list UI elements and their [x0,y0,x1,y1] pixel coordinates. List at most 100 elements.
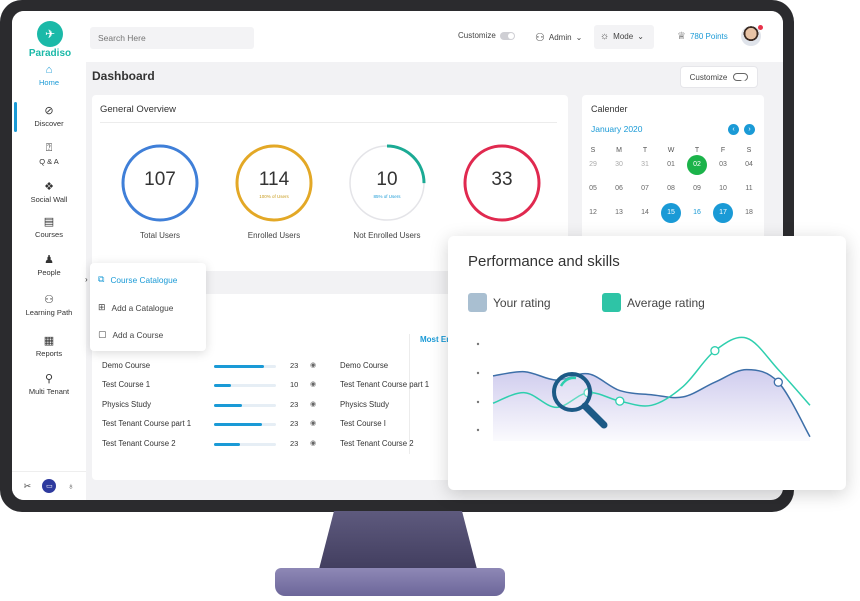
toggle-icon [733,73,749,81]
submenu-item-course-catalogue[interactable]: ⧉ Course Catalogue [98,274,177,285]
calendar-day[interactable]: 06 [615,185,623,192]
most-enrolled-course-name[interactable]: Test Tenant Course 2 [340,439,414,448]
calendar-day[interactable]: 07 [641,185,649,192]
courses-icon: ▤ [43,216,55,228]
chevron-right-icon: › [85,275,88,284]
calendar-day[interactable]: 10 [719,185,727,192]
calendar-day[interactable]: 17 [713,203,733,223]
course-count: 23 [290,400,299,409]
submenu-item-label: Add a Catalogue [111,302,174,313]
most-enrolled-course-name[interactable]: Demo Course [340,361,389,370]
calendar-day[interactable]: 29 [589,161,597,168]
toggle-switch-icon[interactable] [499,31,515,40]
sidebar-item-courses[interactable]: ▤ Courses [12,215,86,239]
eye-icon[interactable]: ◉ [310,401,317,408]
stat-card: 107 Total Users [120,143,200,240]
calendar-day[interactable]: 04 [745,161,753,168]
calendar-day[interactable]: 13 [615,209,623,216]
calendar-day[interactable]: 08 [667,185,675,192]
user-label: Admin [548,33,572,42]
calendar-day[interactable]: 18 [745,209,753,216]
sidebar-item-q-a[interactable]: ⍰ Q & A [12,142,86,166]
sidebar: ⌂ Home ⊘ Discover ⍰ Q & A ❖ Social Wall ▤ Courses… [12,62,86,471]
sidebar-item-home[interactable]: ⌂ Home [12,64,86,87]
calendar-weekday: F [720,147,726,154]
sidebar-item-people[interactable]: ♟ People [12,253,86,277]
course-name[interactable]: Demo Course [102,361,151,370]
performance-title: Performance and skills [468,253,620,270]
sidebar-item-discover[interactable]: ⊘ Discover [12,104,86,128]
reports-icon: ▦ [43,335,55,347]
course-progress-fill [214,404,242,407]
monitor-stand-neck [318,511,478,573]
sidebar-item-reports[interactable]: ▦ Reports [12,334,86,358]
eye-icon[interactable]: ◉ [310,362,317,369]
course-name[interactable]: Test Tenant Course part 1 [102,419,192,428]
customize-button[interactable]: Customize [680,66,758,88]
calendar-day[interactable]: 31 [641,161,649,168]
tools-icon[interactable]: ✂ [23,480,32,491]
calendar-day[interactable]: 30 [615,161,623,168]
sidebar-item-social-wall[interactable]: ❖ Social Wall [12,180,86,204]
most-enrolled-course-name[interactable]: Test Tenant Course part 1 [340,380,430,389]
calendar-day[interactable]: 05 [589,185,597,192]
calendar-weekday: T [694,147,700,154]
user-menu[interactable]: ⚇ Admin ⌄ [535,31,582,44]
sidebar-item-multi-tenant[interactable]: ⚲ Multi Tenant [12,372,86,396]
calendar-day[interactable]: 01 [667,161,675,168]
multi-tenant-icon: ⚲ [44,373,54,385]
avatar[interactable] [741,26,761,46]
calendar-day[interactable]: 02 [687,155,707,175]
data-point [615,396,625,406]
sidebar-item-learning-path[interactable]: ⚇ Learning Path [12,293,86,317]
chevron-left-icon[interactable]: ‹ [728,124,739,135]
sidebar-item-label: Reports [35,349,63,358]
eye-icon[interactable]: ◉ [310,440,317,447]
data-point [710,346,720,356]
most-enrolled-course-name[interactable]: Test Course I [340,419,386,428]
course-progress-fill [214,423,263,426]
axis-tick-dot [476,371,480,375]
eye-icon[interactable]: ◉ [310,420,317,427]
chevron-right-icon[interactable]: › [744,124,755,135]
course-progress-track [214,384,276,387]
submenu-item-add-a-course[interactable]: ▢ Add a Course [98,329,163,340]
stat-ring [348,144,426,222]
mode-selector[interactable] [594,25,654,49]
user-icon: ⚇ [535,32,545,44]
mode-menu[interactable]: ☼ Mode ⌄ [600,31,644,42]
stat-card: 33 [462,143,542,231]
course-progress-fill [214,365,264,368]
calendar-day[interactable]: 15 [661,203,681,223]
sidebar-item-label: Discover [34,119,64,128]
magnifier-icon [552,372,608,429]
calendar-weekday: S [590,147,596,154]
stat-card: 114 100% of Users Enrolled Users [234,143,314,240]
search-input[interactable] [90,27,254,49]
stat-ring-progress [463,144,541,222]
course-progress-fill [214,443,241,446]
calendar-day[interactable]: 16 [693,209,701,216]
calendar-day[interactable]: 03 [719,161,727,168]
social-wall-icon: ❖ [44,181,54,193]
course-name[interactable]: Physics Study [102,400,151,409]
axis-tick-dot [476,400,480,404]
course-progress-fill [214,384,232,387]
calendar-day[interactable]: 14 [641,209,649,216]
logo[interactable]: ✈ Paradiso [22,21,78,59]
submenu-item-add-a-catalogue[interactable]: ⊞ Add a Catalogue [98,302,173,313]
course-name[interactable]: Test Tenant Course 2 [102,439,176,448]
chat-icon[interactable]: ▭ [42,479,57,493]
customize-toggle[interactable]: Customize [458,31,515,40]
stat-ring-progress [121,144,199,222]
eye-icon[interactable]: ◉ [310,381,317,388]
calendar-day[interactable]: 09 [693,185,701,192]
calendar-day[interactable]: 11 [745,185,753,192]
axis-tick-dot [476,428,480,432]
most-enrolled-course-name[interactable]: Physics Study [340,400,389,409]
calendar-day[interactable]: 12 [589,209,597,216]
bulb-icon[interactable]: ♁ [67,481,75,491]
monitor-stand-base [275,568,505,596]
points-indicator[interactable]: ♕ 780 Points [677,31,728,42]
course-name[interactable]: Test Course 1 [102,380,151,389]
